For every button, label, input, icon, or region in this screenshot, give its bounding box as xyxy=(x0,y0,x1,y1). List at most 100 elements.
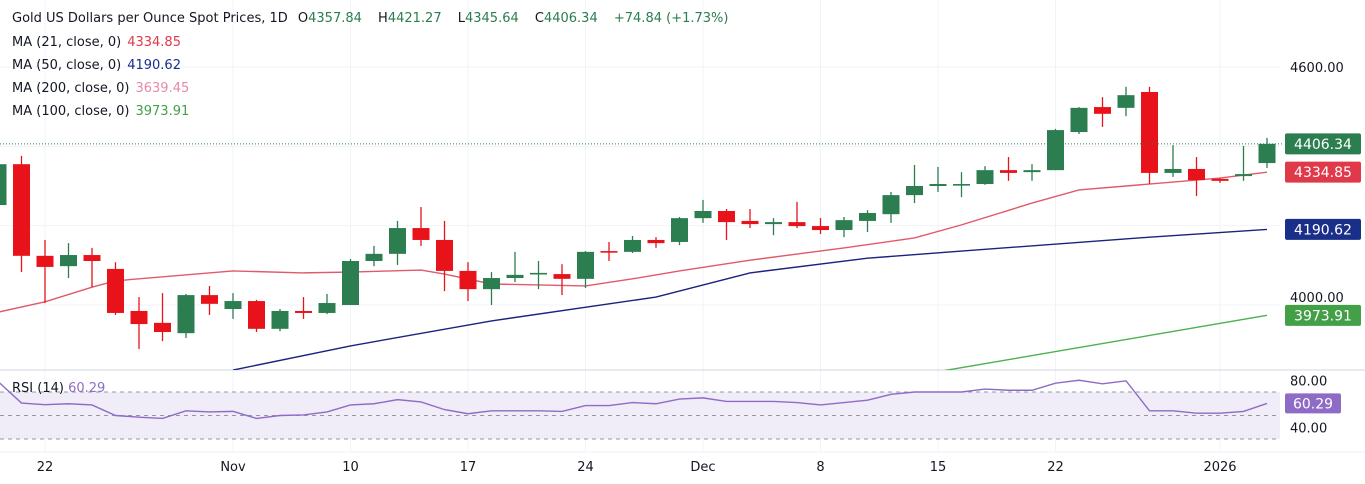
candle-body xyxy=(906,186,923,196)
candle-body xyxy=(248,301,265,329)
candle-body xyxy=(953,184,970,186)
candle-up xyxy=(929,166,947,192)
candle-body xyxy=(694,211,712,219)
time-axis-label: 24 xyxy=(577,460,594,475)
candle-down xyxy=(553,264,571,296)
moving-average-lines xyxy=(0,171,1268,370)
price-axis[interactable]: 4600.00 4000.00 80.00 40.00 xyxy=(1290,61,1344,436)
low-value: 4345.64 xyxy=(464,11,519,26)
candle-body xyxy=(859,212,876,221)
time-axis-label: 10 xyxy=(342,460,359,475)
candle-body xyxy=(365,253,383,261)
chart-header: Gold US Dollars per Ounce Spot Prices, 1… xyxy=(12,11,734,26)
candle-down xyxy=(812,218,829,235)
indicator-ma50[interactable]: MA (50, close, 0) 4190.62 xyxy=(12,58,187,73)
candle-up xyxy=(882,191,900,223)
candle-down xyxy=(248,299,265,332)
candle-body xyxy=(812,226,829,231)
candle-down xyxy=(647,237,665,248)
candle-body xyxy=(765,222,782,225)
candle-body xyxy=(107,268,124,313)
candle-up xyxy=(694,199,712,223)
candle-down xyxy=(412,207,430,246)
candle-body xyxy=(412,228,430,240)
change-value: +74.84 (+1.73%) xyxy=(613,11,729,26)
symbol-title[interactable]: Gold US Dollars per Ounce Spot Prices, 1… xyxy=(12,11,288,26)
candle-body xyxy=(577,251,594,279)
candle-body xyxy=(553,274,571,279)
candle-body xyxy=(83,255,101,261)
indicator-label: MA (50, close, 0) xyxy=(12,58,122,73)
indicator-ma21[interactable]: MA (21, close, 0) 4334.85 xyxy=(12,35,187,50)
candle-body xyxy=(1070,107,1088,133)
candle-body xyxy=(741,220,759,225)
candle-body xyxy=(624,239,641,252)
candle-up xyxy=(835,216,853,238)
candle-body xyxy=(224,301,242,309)
close-label: C xyxy=(534,11,544,26)
time-axis-label: 2026 xyxy=(1203,460,1236,475)
rsi-axis-label: 80.00 xyxy=(1290,374,1327,389)
candle-up xyxy=(365,245,383,267)
indicator-value: 3973.91 xyxy=(135,104,190,119)
candle-body xyxy=(1164,168,1182,173)
candle-body xyxy=(506,274,524,279)
price-badges: 4406.34 4334.85 4190.62 3973.91 60.29 xyxy=(1285,133,1361,414)
candle-up xyxy=(906,164,923,204)
candle-up xyxy=(1070,107,1088,135)
candle-down xyxy=(1141,86,1158,185)
candle-body xyxy=(1094,107,1111,114)
candle-down xyxy=(600,241,618,261)
ma21-badge-bg xyxy=(1285,161,1361,183)
rsi-badge: 60.29 xyxy=(1293,396,1333,412)
candle-body xyxy=(483,278,500,290)
grid xyxy=(0,0,1280,452)
candle-body xyxy=(976,170,994,185)
candle-down xyxy=(295,297,312,319)
candle-body xyxy=(718,211,735,223)
candle-down xyxy=(718,209,735,240)
time-axis-label: 22 xyxy=(37,460,54,475)
candle-up xyxy=(953,172,970,198)
ma-line xyxy=(232,228,1268,370)
high-value: 4421.27 xyxy=(387,11,442,26)
candle-body xyxy=(201,295,218,304)
candle-body xyxy=(130,310,148,325)
time-axis-label: 15 xyxy=(930,460,947,475)
time-axis-label: 22 xyxy=(1047,460,1064,475)
candles xyxy=(0,86,1276,350)
ma21-badge: 4334.85 xyxy=(1294,165,1352,181)
candle-body xyxy=(788,222,806,227)
last-price-badge-bg xyxy=(1285,133,1361,155)
candle-down xyxy=(1188,157,1205,196)
candle-down xyxy=(459,262,477,302)
candle-up xyxy=(342,259,359,306)
candle-up xyxy=(530,260,547,290)
candle-body xyxy=(1117,95,1135,108)
indicator-ma100[interactable]: MA (100, close, 0) 3973.91 xyxy=(12,104,195,119)
candle-up xyxy=(765,218,782,236)
candle-up xyxy=(577,251,594,288)
time-axis-label: Nov xyxy=(220,460,246,475)
candle-body xyxy=(1211,178,1229,181)
open-label: O xyxy=(297,11,309,26)
indicator-ma200[interactable]: MA (200, close, 0) 3639.45 xyxy=(12,81,195,96)
candle-body xyxy=(342,260,359,306)
time-axis-label: Dec xyxy=(690,460,715,475)
candle-up xyxy=(389,220,406,265)
candle-down xyxy=(436,220,453,292)
ma100-badge-bg xyxy=(1285,304,1361,326)
rsi-value: 60.29 xyxy=(68,381,106,396)
candle-up xyxy=(1258,137,1276,168)
candle-down xyxy=(741,209,759,229)
candle-up xyxy=(1047,128,1064,171)
time-axis-label: 8 xyxy=(816,460,824,475)
candle-body xyxy=(671,218,688,242)
candle-body xyxy=(530,272,547,275)
rsi-legend[interactable]: RSI (14) 60.29 xyxy=(12,381,105,396)
candle-down xyxy=(1211,178,1229,183)
candle-body xyxy=(318,303,336,313)
candle-body xyxy=(459,270,477,290)
time-axis[interactable]: 22 Nov 10 17 24 Dec 8 15 22 2026 xyxy=(37,460,1237,475)
